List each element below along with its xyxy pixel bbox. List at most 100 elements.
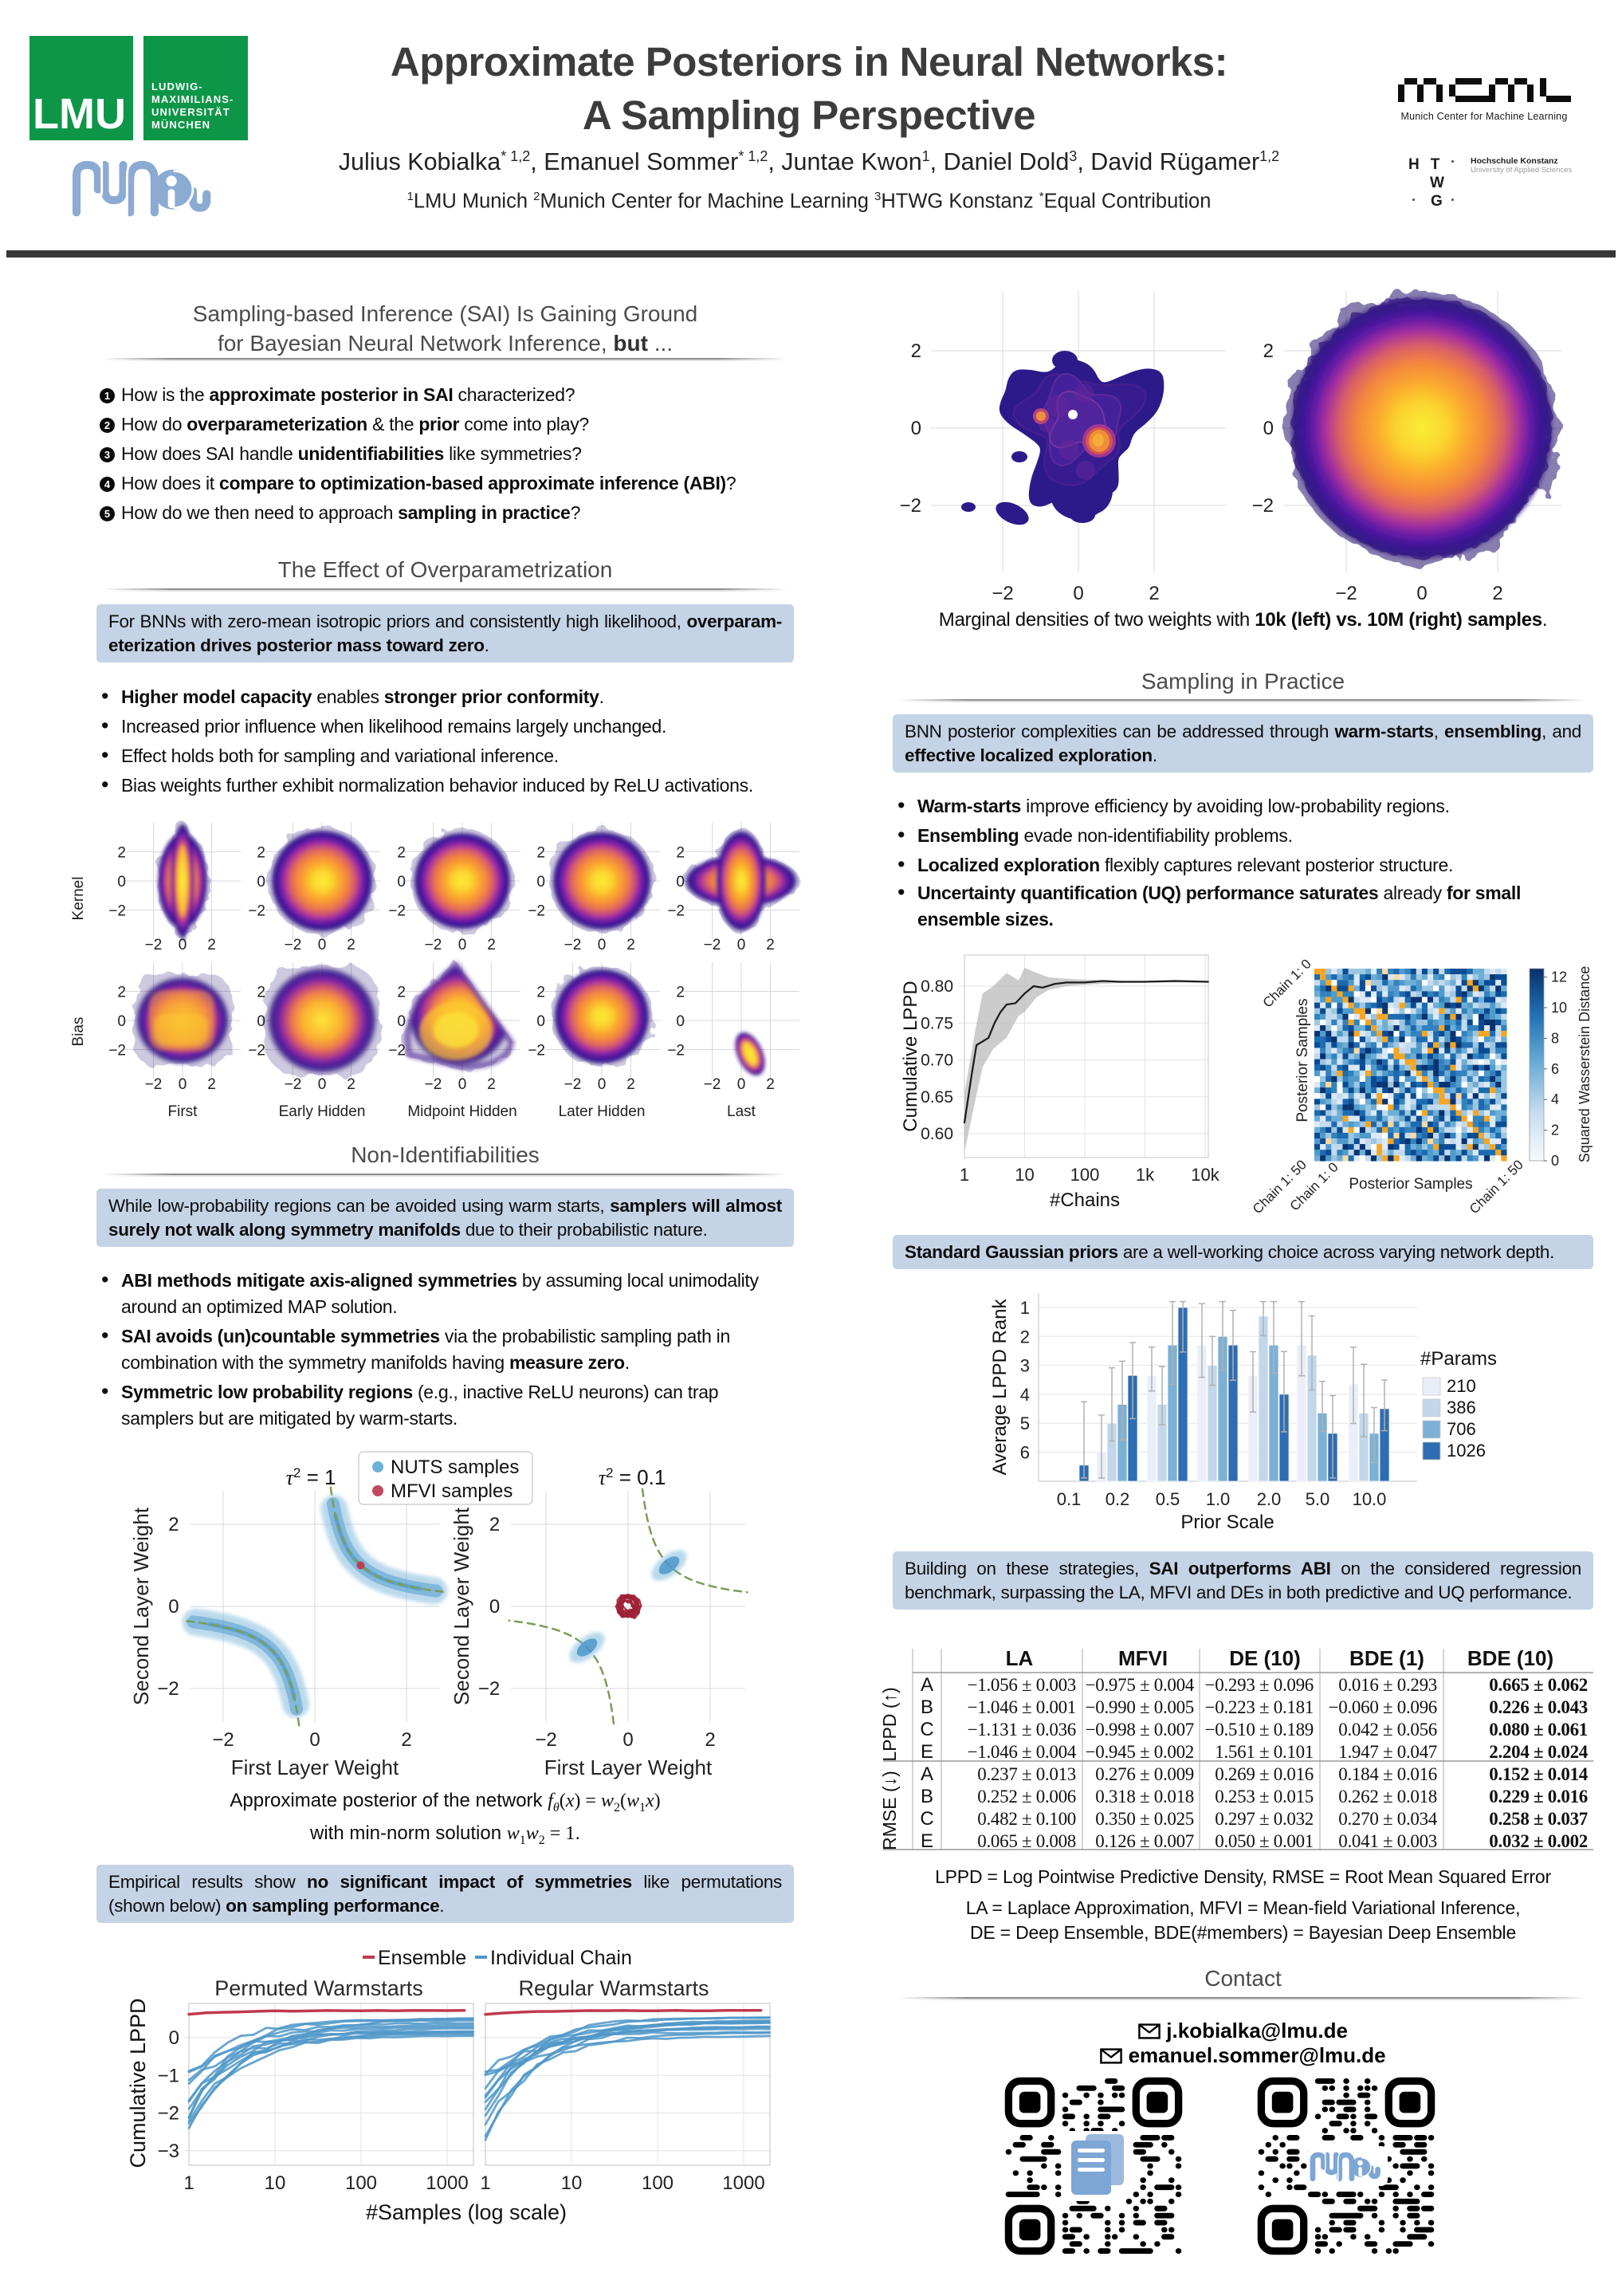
svg-text:2: 2	[347, 937, 355, 953]
svg-text:−0.998 ± 0.007: −0.998 ± 0.007	[1086, 1720, 1194, 1740]
svg-text:2: 2	[397, 845, 406, 862]
svg-text:0.276 ± 0.009: 0.276 ± 0.009	[1095, 1764, 1194, 1784]
svg-text:−2: −2	[425, 1076, 442, 1093]
svg-text:2: 2	[536, 845, 545, 862]
svg-text:−2: −2	[158, 2103, 179, 2125]
svg-text:12: 12	[1551, 969, 1567, 985]
svg-text:0.258 ± 0.037: 0.258 ± 0.037	[1489, 1809, 1588, 1829]
svg-text:0: 0	[257, 1013, 265, 1030]
svg-text:−2: −2	[1335, 583, 1357, 604]
svg-text:0.152 ± 0.014: 0.152 ± 0.014	[1489, 1764, 1589, 1784]
svg-text:0.252 ± 0.006: 0.252 ± 0.006	[977, 1787, 1076, 1807]
svg-text:C: C	[920, 1719, 933, 1740]
svg-text:Squared Wasserstein Distance: Squared Wasserstein Distance	[1577, 966, 1593, 1162]
svg-text:BDE (10): BDE (10)	[1467, 1646, 1553, 1670]
svg-text:0: 0	[622, 1729, 633, 1751]
svg-text:0.253 ± 0.015: 0.253 ± 0.015	[1215, 1787, 1314, 1807]
svg-text:0.080 ± 0.061: 0.080 ± 0.061	[1489, 1720, 1588, 1740]
svg-text:−2: −2	[157, 1678, 179, 1700]
svg-text:Prior Scale: Prior Scale	[1180, 1512, 1274, 1533]
svg-text:−2: −2	[145, 937, 163, 953]
svg-text:0: 0	[536, 874, 545, 890]
svg-text:100: 100	[642, 2172, 674, 2194]
svg-text:−1.056 ± 0.003: −1.056 ± 0.003	[968, 1675, 1076, 1695]
svg-text:0.5: 0.5	[1156, 1489, 1180, 1509]
svg-text:0: 0	[737, 1076, 746, 1093]
svg-text:5.0: 5.0	[1306, 1489, 1330, 1509]
svg-text:Bias: Bias	[70, 1017, 87, 1047]
svg-text:0.041 ± 0.003: 0.041 ± 0.003	[1338, 1831, 1437, 1851]
svg-text:1: 1	[480, 2172, 490, 2194]
svg-text:2: 2	[676, 985, 685, 1001]
svg-text:0.318 ± 0.018: 0.318 ± 0.018	[1095, 1787, 1194, 1807]
svg-text:Cumulative LPPD: Cumulative LPPD	[900, 981, 921, 1131]
svg-text:1.947 ± 0.047: 1.947 ± 0.047	[1338, 1742, 1437, 1762]
svg-text:Midpoint Hidden: Midpoint Hidden	[407, 1103, 516, 1120]
svg-text:2: 2	[766, 1076, 775, 1093]
svg-text:−3: −3	[158, 2141, 179, 2162]
svg-text:0.60: 0.60	[921, 1125, 953, 1143]
svg-text:−2: −2	[992, 583, 1013, 604]
svg-text:−2: −2	[564, 937, 582, 953]
svg-text:−2: −2	[1252, 495, 1274, 517]
svg-text:Early Hidden: Early Hidden	[279, 1103, 366, 1120]
svg-text:0.126 ± 0.007: 0.126 ± 0.007	[1095, 1831, 1194, 1851]
svg-text:−2: −2	[704, 1076, 721, 1093]
svg-text:2: 2	[487, 937, 496, 953]
svg-text:0.050 ± 0.001: 0.050 ± 0.001	[1215, 1831, 1314, 1851]
svg-text:2: 2	[1149, 583, 1159, 604]
svg-text:0: 0	[676, 1013, 685, 1030]
svg-text:Second Layer Weight: Second Layer Weight	[450, 1507, 473, 1705]
svg-text:0.262 ± 0.018: 0.262 ± 0.018	[1338, 1787, 1437, 1807]
svg-text:0.70: 0.70	[921, 1052, 953, 1070]
svg-text:RMSE (↓): RMSE (↓)	[879, 1771, 900, 1850]
svg-text:−1: −1	[158, 2065, 179, 2086]
svg-text:2.0: 2.0	[1257, 1489, 1282, 1509]
svg-text:Chain 1: 50: Chain 1: 50	[1467, 1157, 1526, 1217]
svg-text:8: 8	[1551, 1030, 1559, 1046]
svg-text:2: 2	[207, 1076, 216, 1093]
svg-text:2: 2	[257, 845, 265, 862]
svg-text:Second Layer Weight: Second Layer Weight	[129, 1507, 153, 1705]
svg-text:MFVI samples: MFVI samples	[391, 1480, 513, 1502]
svg-text:0.065 ± 0.008: 0.065 ± 0.008	[977, 1831, 1076, 1851]
svg-text:2.204 ± 0.024: 2.204 ± 0.024	[1489, 1742, 1589, 1762]
svg-text:0: 0	[179, 937, 187, 953]
svg-text:2: 2	[397, 985, 406, 1001]
svg-text:2: 2	[489, 1514, 500, 1535]
svg-text:1: 1	[960, 1165, 969, 1185]
svg-text:−2: −2	[388, 1043, 406, 1060]
svg-text:0.270 ± 0.034: 0.270 ± 0.034	[1338, 1809, 1438, 1829]
svg-text:Permuted Warmstarts: Permuted Warmstarts	[214, 1976, 423, 2000]
svg-text:−0.223 ± 0.181: −0.223 ± 0.181	[1205, 1697, 1314, 1717]
svg-text:2: 2	[401, 1729, 411, 1751]
svg-text:2: 2	[676, 845, 685, 862]
svg-text:BDE (1): BDE (1)	[1349, 1646, 1424, 1670]
svg-text:0.226 ± 0.043: 0.226 ± 0.043	[1489, 1697, 1588, 1717]
svg-text:B: B	[921, 1786, 933, 1807]
svg-text:LA: LA	[1006, 1646, 1034, 1670]
svg-text:4: 4	[1551, 1091, 1559, 1107]
svg-text:0.665 ± 0.062: 0.665 ± 0.062	[1489, 1675, 1588, 1695]
svg-text:#Params: #Params	[1420, 1348, 1497, 1370]
svg-text:1000: 1000	[722, 2172, 764, 2194]
svg-text:−2: −2	[285, 1076, 302, 1093]
svg-text:10: 10	[561, 2172, 583, 2194]
svg-text:2: 2	[207, 937, 216, 953]
svg-text:0.350 ± 0.025: 0.350 ± 0.025	[1095, 1809, 1194, 1829]
svg-text:C: C	[920, 1808, 933, 1830]
svg-text:1.561 ± 0.101: 1.561 ± 0.101	[1215, 1742, 1314, 1762]
svg-text:A: A	[921, 1674, 933, 1696]
svg-text:τ2 = 0.1: τ2 = 0.1	[599, 1465, 666, 1489]
svg-text:0: 0	[318, 1076, 327, 1093]
svg-text:NUTS samples: NUTS samples	[391, 1457, 519, 1478]
svg-text:10: 10	[1015, 1165, 1034, 1185]
svg-text:0: 0	[309, 1729, 320, 1751]
svg-text:0: 0	[169, 2027, 179, 2049]
svg-text:B: B	[921, 1696, 933, 1718]
svg-text:LPPD (↑): LPPD (↑)	[879, 1687, 900, 1761]
svg-text:−1.131 ± 0.036: −1.131 ± 0.036	[968, 1720, 1076, 1740]
svg-text:0: 0	[458, 937, 467, 953]
svg-text:0: 0	[598, 937, 607, 953]
svg-text:First: First	[168, 1103, 198, 1120]
